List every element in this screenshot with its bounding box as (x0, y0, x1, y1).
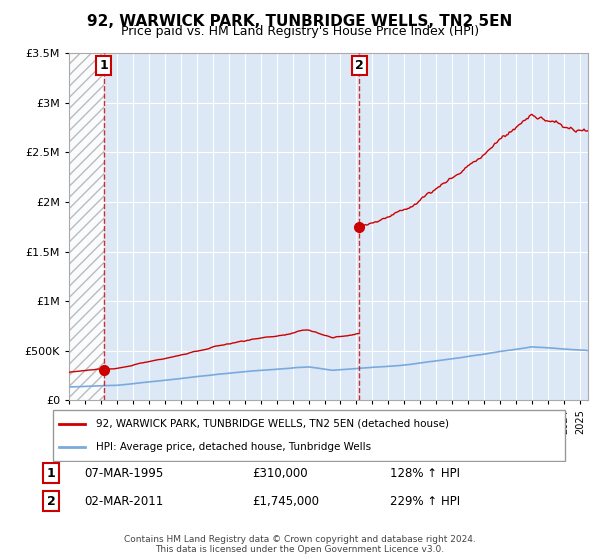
Text: Contains HM Land Registry data © Crown copyright and database right 2024.
This d: Contains HM Land Registry data © Crown c… (124, 535, 476, 554)
Text: 1: 1 (99, 59, 108, 72)
FancyBboxPatch shape (53, 410, 565, 461)
Text: £310,000: £310,000 (252, 466, 308, 480)
Text: HPI: Average price, detached house, Tunbridge Wells: HPI: Average price, detached house, Tunb… (95, 442, 371, 452)
Text: 2: 2 (355, 59, 364, 72)
Text: 92, WARWICK PARK, TUNBRIDGE WELLS, TN2 5EN (detached house): 92, WARWICK PARK, TUNBRIDGE WELLS, TN2 5… (95, 419, 449, 429)
Text: 1: 1 (47, 466, 55, 480)
Text: Price paid vs. HM Land Registry's House Price Index (HPI): Price paid vs. HM Land Registry's House … (121, 25, 479, 38)
Text: 02-MAR-2011: 02-MAR-2011 (84, 494, 163, 508)
Text: 128% ↑ HPI: 128% ↑ HPI (390, 466, 460, 480)
Bar (69, 53, 104, 400)
Text: 07-MAR-1995: 07-MAR-1995 (84, 466, 163, 480)
Text: 2: 2 (47, 494, 55, 508)
Text: 229% ↑ HPI: 229% ↑ HPI (390, 494, 460, 508)
Text: £1,745,000: £1,745,000 (252, 494, 319, 508)
Text: 92, WARWICK PARK, TUNBRIDGE WELLS, TN2 5EN: 92, WARWICK PARK, TUNBRIDGE WELLS, TN2 5… (88, 14, 512, 29)
